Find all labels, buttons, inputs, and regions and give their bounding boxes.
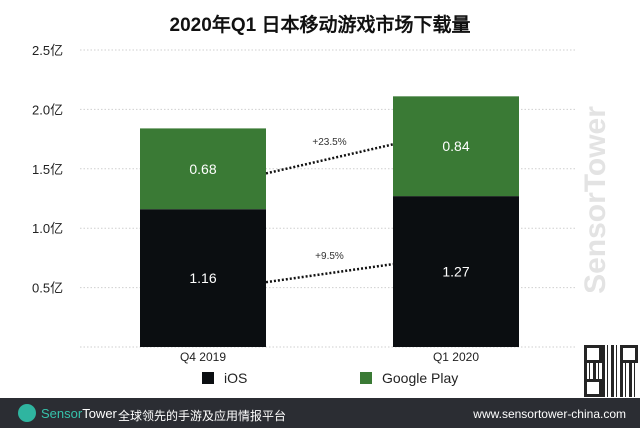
y-tick-label: 2.5亿 bbox=[32, 43, 63, 58]
legend-label: Google Play bbox=[382, 370, 458, 386]
website-url[interactable]: www.sensortower-china.com bbox=[473, 407, 626, 421]
bar-google-play bbox=[393, 96, 519, 197]
y-tick-label: 0.5亿 bbox=[32, 281, 63, 296]
legend-swatch bbox=[202, 372, 214, 384]
bar-google-play bbox=[140, 128, 266, 210]
data-label: 1.27 bbox=[442, 264, 469, 280]
slogan: 全球领先的手游及应用情报平台 bbox=[118, 409, 287, 423]
growth-line bbox=[265, 143, 394, 175]
footer: SensorTower 全球领先的手游及应用情报平台 www.sensortow… bbox=[0, 398, 640, 428]
growth-label: +9.5% bbox=[315, 251, 344, 262]
data-label: 0.84 bbox=[442, 138, 469, 154]
sensortower-logo-icon bbox=[18, 404, 36, 422]
bar-ios bbox=[393, 196, 519, 347]
y-tick-label: 2.0亿 bbox=[32, 102, 63, 117]
legend-swatch bbox=[360, 372, 372, 384]
y-tick-label: 1.5亿 bbox=[32, 162, 63, 177]
bar-ios bbox=[140, 209, 266, 347]
y-tick-label: 1.0亿 bbox=[32, 221, 63, 236]
chart: 0.5亿 1.0亿 1.5亿 2.0亿 2.5亿 1.16 0.68 Q4 2019 1.27 0… bbox=[32, 43, 575, 386]
legend-label: iOS bbox=[224, 370, 247, 386]
growth-line bbox=[265, 262, 394, 284]
data-label: 0.68 bbox=[189, 161, 216, 177]
x-tick-label: Q1 2020 bbox=[433, 350, 479, 364]
qr-code bbox=[584, 345, 638, 397]
x-tick-label: Q4 2019 bbox=[180, 350, 226, 364]
brand: SensorTower bbox=[41, 406, 117, 421]
growth-label: +23.5% bbox=[312, 137, 346, 148]
data-label: 1.16 bbox=[189, 270, 216, 286]
chart-title: 2020年Q1 日本移动游戏市场下载量 bbox=[169, 15, 471, 36]
